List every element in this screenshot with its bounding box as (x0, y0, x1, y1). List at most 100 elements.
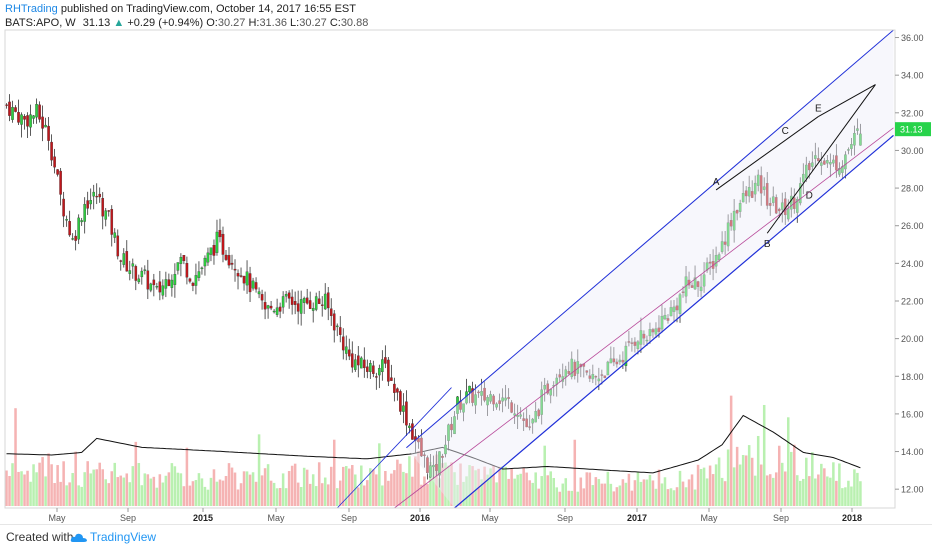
candle (293, 300, 297, 305)
channel-lower-line[interactable] (454, 134, 894, 509)
volume-bar (519, 473, 522, 506)
volume-bar (826, 476, 829, 506)
candle (795, 198, 799, 213)
candle (621, 359, 625, 363)
candle (423, 454, 426, 456)
candle (438, 451, 441, 476)
candle (591, 374, 595, 380)
candle (525, 418, 528, 428)
volume-bar (411, 476, 414, 506)
volume-bar (504, 466, 507, 506)
volume-bar (357, 487, 360, 506)
channel-start-line[interactable] (336, 387, 452, 509)
volume-bar (492, 465, 495, 506)
candle (570, 358, 574, 378)
volume-bar (856, 472, 859, 506)
candle (119, 260, 123, 262)
candle (26, 115, 29, 127)
volume-bar (735, 446, 739, 506)
candle (353, 359, 357, 370)
volume-bar (765, 475, 769, 506)
volume-bar (68, 482, 71, 506)
volume-bar (805, 457, 808, 506)
volume-bar (802, 478, 805, 506)
volume-bar (363, 485, 366, 506)
candle (693, 277, 697, 290)
candle (585, 370, 589, 373)
volume-bar (188, 485, 192, 506)
pattern-upper-extension[interactable] (818, 84, 876, 118)
volume-bar (408, 456, 411, 506)
volume-bar (555, 487, 559, 506)
volume-bar (137, 463, 141, 506)
candle (399, 391, 402, 412)
candle (369, 363, 372, 372)
volume-bar (284, 488, 288, 506)
volume-bar (489, 468, 492, 506)
candle (540, 389, 543, 415)
volume-bar (173, 466, 177, 506)
channel-upper-line[interactable] (406, 29, 894, 449)
volume-bar (438, 478, 441, 506)
candle (597, 378, 601, 382)
candle (669, 307, 673, 317)
volume-bar (86, 461, 89, 506)
volume-bar (405, 473, 408, 506)
candle (462, 403, 465, 413)
volume-bar (654, 488, 658, 506)
candle (480, 391, 483, 396)
volume-bar (841, 488, 844, 506)
candle (432, 464, 435, 468)
volume-bar (245, 471, 249, 506)
candle (624, 345, 628, 366)
candle (83, 204, 86, 222)
candle (411, 423, 414, 440)
pattern-lower-line[interactable] (766, 84, 876, 234)
volume-bar (603, 483, 607, 506)
volume-bar (176, 472, 180, 506)
candle (245, 271, 249, 286)
candle (173, 274, 177, 285)
volume-bar (741, 455, 745, 506)
volume-bar (47, 453, 50, 506)
candle (850, 144, 853, 149)
volume-bar (717, 457, 721, 506)
volume-bar (14, 408, 17, 506)
candle (341, 336, 345, 351)
volume-bar (35, 472, 38, 506)
x-tick-label: 2018 (842, 513, 862, 523)
author-link[interactable]: RHTrading (5, 3, 58, 15)
volume-bar (690, 474, 694, 506)
candle (450, 423, 453, 431)
volume-bar (750, 457, 754, 506)
volume-bar (540, 476, 543, 506)
candle (396, 388, 399, 393)
pattern-upper-line[interactable] (715, 116, 819, 191)
candle (802, 173, 805, 183)
volume-bar (26, 470, 29, 506)
tradingview-logo[interactable]: TradingView (90, 530, 156, 544)
candle (588, 375, 592, 379)
candle (832, 159, 835, 164)
channel-median-line[interactable] (394, 127, 894, 509)
volume-bar (185, 447, 189, 506)
volume-bar (290, 465, 294, 506)
candle (468, 385, 471, 393)
candle (645, 339, 649, 342)
volume-bar (197, 473, 201, 506)
candle (53, 156, 56, 168)
volume-bar (305, 469, 309, 506)
candle (113, 232, 117, 238)
volume-bar (89, 473, 92, 506)
candle (660, 315, 664, 330)
volume-bar (615, 487, 619, 506)
volume-bar (281, 473, 285, 506)
candle (296, 303, 300, 312)
volume-bar (119, 475, 123, 506)
candle (95, 195, 98, 198)
candle (92, 191, 95, 197)
volume-bar (387, 480, 390, 506)
volume-bar (29, 481, 32, 506)
candle (696, 281, 700, 287)
